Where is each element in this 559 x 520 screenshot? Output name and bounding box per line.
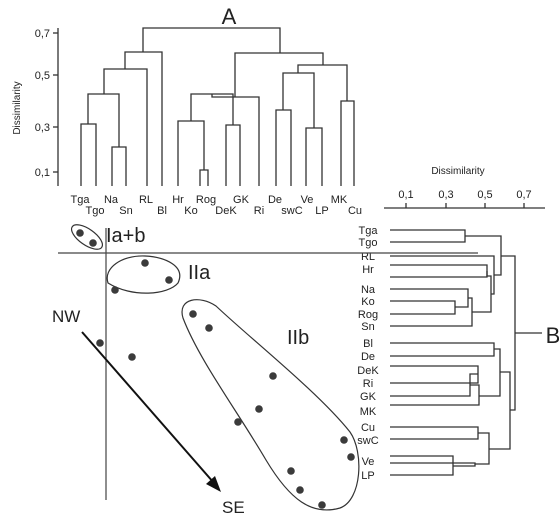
site-point [287, 467, 295, 475]
site-point [269, 372, 277, 380]
top-y-tick: 0,7 [35, 28, 50, 40]
site-point [128, 353, 136, 361]
right-leaf-label: Tga [359, 225, 379, 237]
ordination-plot: Ia+b IIa IIb NW SE [52, 224, 478, 517]
top-dendrogram [53, 27, 355, 186]
top-y-tick: 0,5 [35, 70, 50, 82]
top-leaf-label: Cu [348, 205, 362, 217]
site-point [89, 239, 97, 247]
right-dendrogram [384, 203, 545, 476]
right-leaf-label: swC [357, 435, 378, 447]
site-point [189, 310, 197, 318]
top-leaf-label: MK [331, 194, 348, 206]
top-y-tick: 0,3 [35, 122, 50, 134]
site-point [234, 418, 242, 426]
top-leaf-label: De [268, 194, 282, 206]
site-point [96, 339, 104, 347]
top-y-axis-label: Dissimilarity [12, 81, 23, 134]
site-point [165, 276, 173, 284]
right-leaf-label: Cu [361, 422, 375, 434]
right-leaf-label: Na [361, 284, 376, 296]
top-leaf-label: Tgo [86, 205, 105, 217]
site-point [340, 436, 348, 444]
right-leaf-label: Hr [362, 264, 374, 276]
gradient-arrow-shaft [81, 331, 215, 484]
group-ia-b-label: Ia+b [106, 225, 145, 247]
right-leaf-label: RL [361, 251, 375, 263]
right-dendrogram-title: B [546, 323, 559, 348]
top-leaf-label: Sn [119, 205, 132, 217]
top-leaf-label: swC [281, 205, 302, 217]
right-x-tick: 0,1 [398, 189, 413, 201]
right-x-tick: 0,5 [477, 189, 492, 201]
right-leaf-label: Ve [362, 456, 375, 468]
top-leaf-label: LP [315, 205, 328, 217]
gradient-end-label: SE [222, 498, 245, 517]
right-leaf-label: Ko [361, 296, 374, 308]
site-point [347, 453, 355, 461]
site-point [318, 501, 326, 509]
group-ia-b-hull [70, 224, 104, 250]
top-dendrogram-text: A Dissimilarity 0,7 0,5 0,3 0,1 Tga Tgo … [12, 4, 362, 217]
top-leaf-label: GK [233, 194, 250, 206]
right-leaf-label: Rog [358, 309, 378, 321]
top-leaf-label: Ri [254, 205, 264, 217]
right-x-tick: 0,3 [438, 189, 453, 201]
top-leaf-label: DeK [215, 205, 237, 217]
group-iib-label: IIb [287, 327, 309, 349]
top-leaf-label: Rog [196, 194, 216, 206]
site-point [255, 405, 263, 413]
top-leaf-label: Ko [184, 205, 197, 217]
site-point [205, 324, 213, 332]
site-point [111, 286, 119, 294]
top-leaf-label: Tga [71, 194, 91, 206]
right-dendrogram-text: Dissimilarity 0,1 0,3 0,5 0,7 B Tga Tgo … [357, 166, 559, 482]
group-iib-hull [181, 299, 360, 511]
right-leaf-label: GK [360, 391, 377, 403]
right-leaf-label: Sn [361, 321, 374, 333]
right-leaf-label: MK [360, 406, 377, 418]
top-leaf-label: Hr [172, 194, 184, 206]
right-leaf-label: De [361, 351, 375, 363]
top-leaf-label: Bl [157, 205, 167, 217]
site-point [141, 259, 149, 267]
top-dendrogram-title: A [222, 4, 237, 29]
site-point [296, 486, 304, 494]
top-leaf-label: Ve [301, 194, 314, 206]
group-iia-label: IIa [188, 262, 211, 284]
gradient-start-label: NW [52, 307, 80, 326]
top-leaf-label: RL [139, 194, 153, 206]
right-x-axis-label: Dissimilarity [431, 166, 484, 177]
site-point [76, 229, 84, 237]
right-x-tick: 0,7 [516, 189, 531, 201]
right-leaf-label: LP [361, 470, 374, 482]
top-leaf-label: Na [104, 194, 119, 206]
right-leaf-label: Ri [363, 378, 373, 390]
right-leaf-label: Bl [363, 338, 373, 350]
gradient-arrow-head [206, 476, 221, 492]
top-y-tick: 0,1 [35, 167, 50, 179]
right-leaf-label: DeK [357, 365, 379, 377]
right-leaf-label: Tgo [359, 237, 378, 249]
group-iia-hull [106, 255, 181, 294]
